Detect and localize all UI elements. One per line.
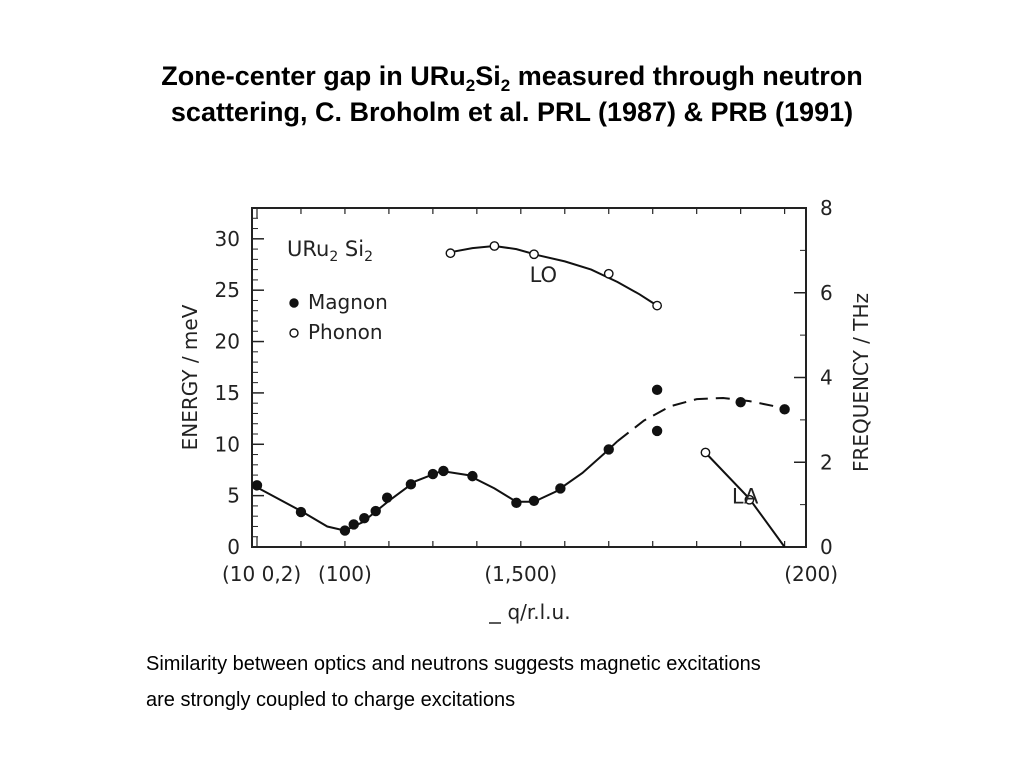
y-tick-label: 20 xyxy=(215,330,240,354)
magnon-point xyxy=(438,465,449,477)
title-subscript-1: 2 xyxy=(465,76,476,95)
fit-curves xyxy=(256,244,786,548)
magnon-point xyxy=(651,384,663,396)
x-axis-title: q/r.l.u. xyxy=(507,600,570,624)
legend-marker-magnon xyxy=(289,298,299,308)
curve-label-la: LA xyxy=(732,485,759,509)
y-tick-label: 5 xyxy=(227,484,240,508)
magnon-point xyxy=(467,470,478,482)
magnon-point xyxy=(603,444,614,455)
compound-label-mid: Si xyxy=(338,237,364,261)
title-part-2: Si xyxy=(475,61,501,91)
compound-label: URu2 Si2 xyxy=(287,237,373,265)
magnon-point xyxy=(405,479,417,490)
phonon-point xyxy=(529,249,539,260)
title-line-2: scattering, C. Broholm et al. PRL (1987)… xyxy=(170,97,854,127)
magnon-point xyxy=(251,480,263,491)
slide-caption: Similarity between optics and neutrons s… xyxy=(146,646,966,718)
magnon-point xyxy=(528,495,540,506)
phonon-point xyxy=(603,268,614,279)
axes: 0 5 10 15 20 25 30 0 2 4 6 8 (10 0,2) (100) (1,500) (20… xyxy=(178,196,873,624)
y2-tick-label: 6 xyxy=(820,281,833,305)
magnon-point xyxy=(370,505,381,517)
legend-label-phonon: Phonon xyxy=(308,320,383,344)
fit-curve xyxy=(256,440,619,532)
data-points xyxy=(251,241,790,536)
y2-tick-label: 2 xyxy=(820,450,833,474)
title-subscript-2: 2 xyxy=(500,76,511,95)
y-tick-label: 10 xyxy=(215,432,240,456)
x-tick-label: (10 0,2) xyxy=(222,562,301,586)
phonon-point xyxy=(700,447,711,458)
fit-curve xyxy=(450,244,658,307)
x-tick-label: (100) xyxy=(318,562,372,586)
magnon-point xyxy=(779,404,790,415)
magnon-point xyxy=(381,492,393,503)
y2-tick-label: 8 xyxy=(820,196,833,220)
phonon-point xyxy=(445,248,456,259)
curve-label-lo: LO xyxy=(530,263,557,287)
x-tick-label: (200) xyxy=(784,562,838,586)
y2-tick-label: 4 xyxy=(820,366,833,390)
magnon-point xyxy=(295,506,307,518)
phonon-point xyxy=(744,494,755,505)
y-tick-label: 25 xyxy=(215,278,240,302)
magnon-point xyxy=(555,483,566,494)
legend-label-magnon: Magnon xyxy=(308,290,388,314)
title-line-1: Zone-center gap in URu2Si2 measured thro… xyxy=(0,58,1024,94)
magnon-point xyxy=(348,519,359,530)
y-axis-title: ENERGY / meV xyxy=(178,304,202,450)
caption-line-1: Similarity between optics and neutrons s… xyxy=(146,653,761,675)
magnon-point xyxy=(359,513,370,524)
magnon-point xyxy=(735,396,746,408)
magnon-point xyxy=(339,525,351,536)
y-tick-label: 30 xyxy=(215,227,240,251)
title-part-3: measured through neutron xyxy=(510,61,863,91)
y2-tick-label: 0 xyxy=(820,535,833,559)
fit-curve-dashed xyxy=(616,396,785,442)
caption-line-2: are strongly coupled to charge excitatio… xyxy=(146,689,516,711)
slide-title: Zone-center gap in URu2Si2 measured thro… xyxy=(0,58,1024,130)
phonon-point xyxy=(652,300,663,311)
magnon-point xyxy=(651,425,663,437)
compound-label-main: URu xyxy=(287,237,329,261)
magnon-point xyxy=(511,497,522,509)
magnon-point xyxy=(427,468,439,480)
title-part-1: Zone-center gap in URu xyxy=(161,61,466,91)
legend-marker-phonon xyxy=(289,328,299,338)
phonon-point xyxy=(489,241,500,251)
compound-label-sub2: 2 xyxy=(364,249,373,265)
x-tick-label: (1,500) xyxy=(484,562,557,586)
y-tick-label: 15 xyxy=(215,381,240,405)
compound-label-sub1: 2 xyxy=(329,249,338,265)
y2-axis-title: FREQUENCY / THz xyxy=(849,293,873,472)
y-tick-label: 0 xyxy=(227,535,240,559)
